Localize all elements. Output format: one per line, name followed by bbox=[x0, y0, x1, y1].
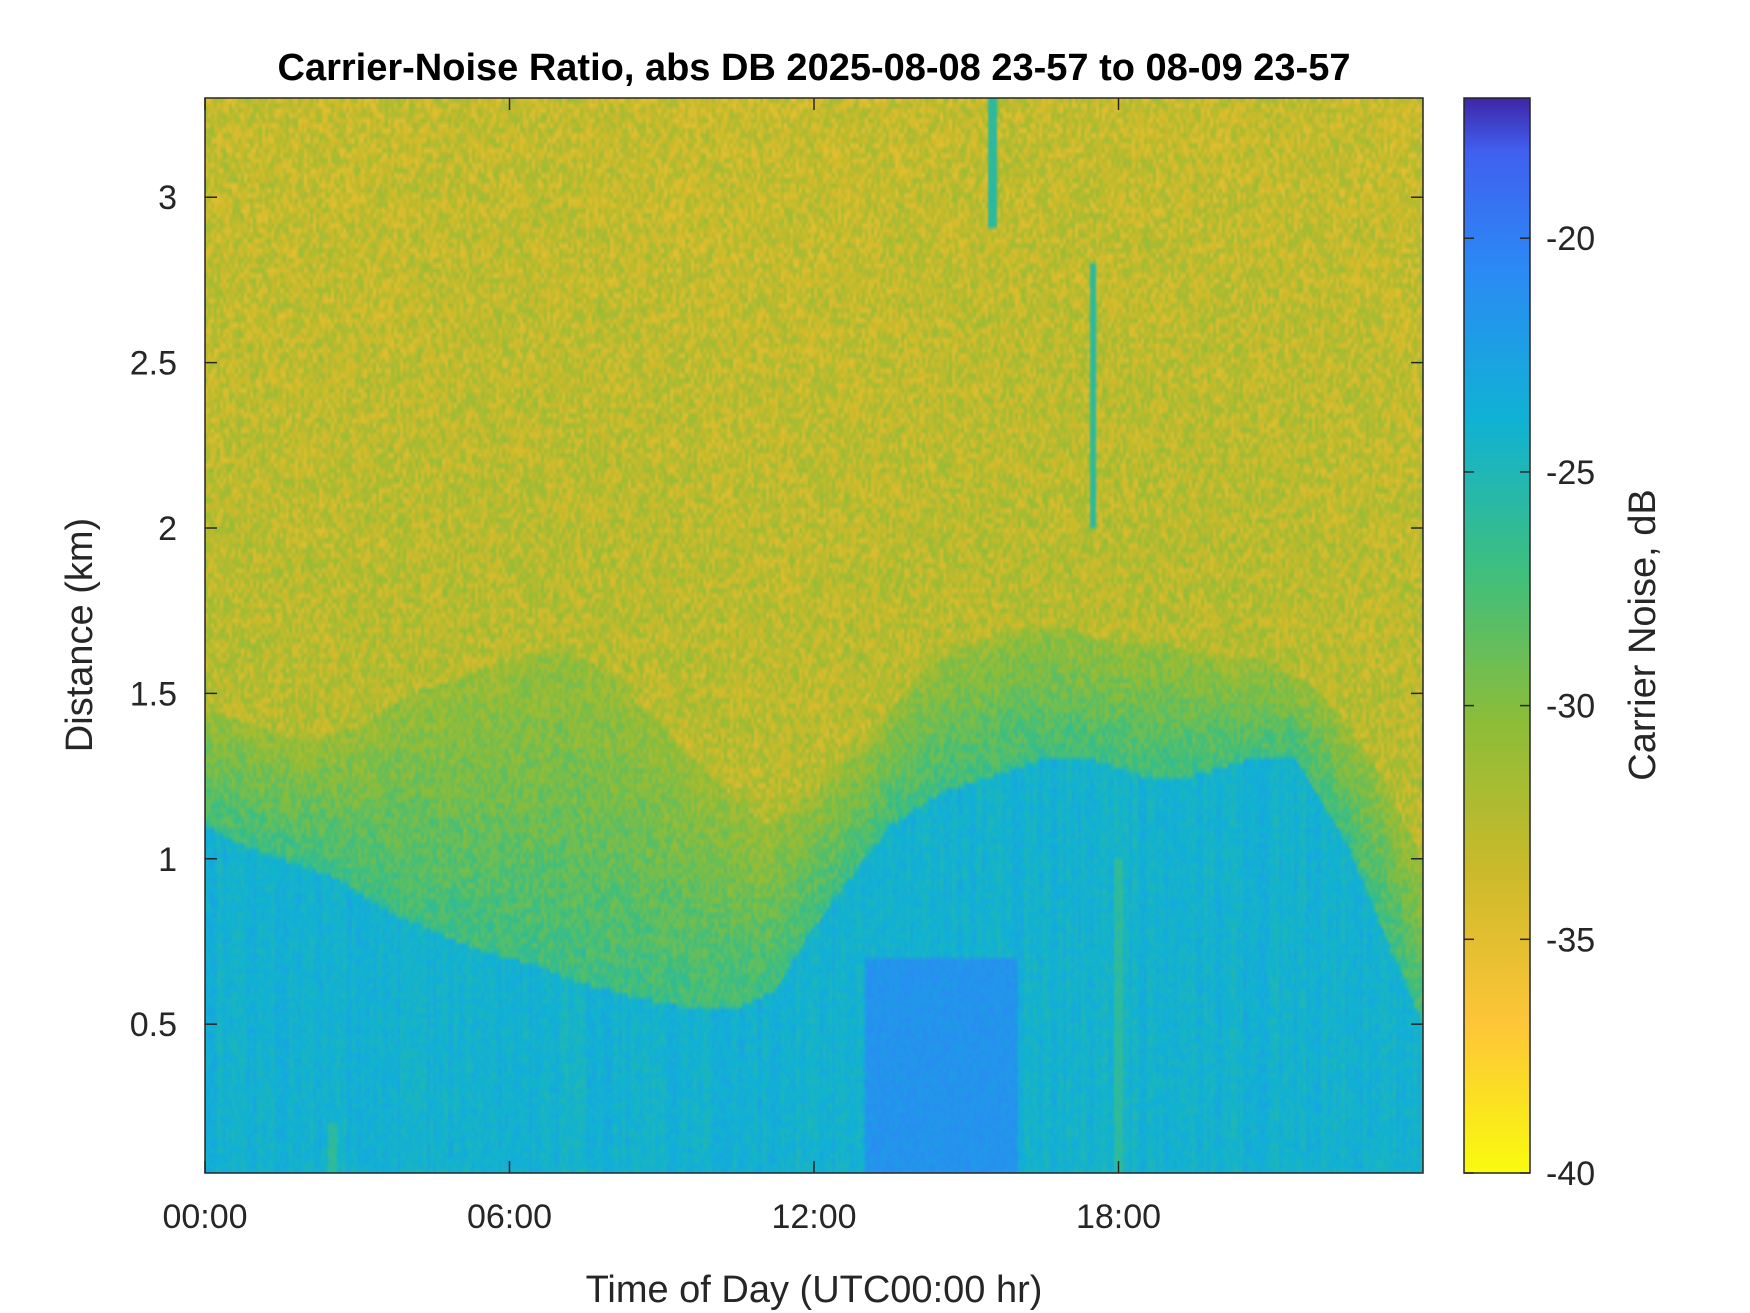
colorbar-tick-label: -40 bbox=[1546, 1155, 1595, 1193]
colorbar-tick-label: -25 bbox=[1546, 454, 1595, 492]
colorbar-tick-label: -20 bbox=[1546, 220, 1595, 258]
y-tick-label: 1.5 bbox=[130, 675, 177, 713]
colorbar-tick-label: -35 bbox=[1546, 921, 1595, 959]
x-axis-label: Time of Day (UTC00:00 hr) bbox=[586, 1269, 1043, 1311]
x-tick-label: 18:00 bbox=[1076, 1198, 1161, 1236]
y-axis: 0.5 1 1.5 2 2.5 3 bbox=[130, 179, 1423, 1044]
y-tick-label: 3 bbox=[158, 179, 177, 217]
colorbar-ticks: -20 -25 -30 -35 -40 bbox=[1464, 220, 1595, 1193]
x-axis: 00:00 06:00 12:00 18:00 bbox=[162, 98, 1161, 1236]
y-axis-label: Distance (km) bbox=[59, 518, 101, 752]
colorbar-tick-label: -30 bbox=[1546, 688, 1595, 726]
y-tick-label: 2.5 bbox=[130, 345, 177, 383]
y-tick-label: 0.5 bbox=[130, 1006, 177, 1044]
x-tick-label: 12:00 bbox=[771, 1198, 856, 1236]
colorbar-gradient bbox=[1463, 97, 1531, 1174]
chart-title: Carrier-Noise Ratio, abs DB 2025-08-08 2… bbox=[278, 47, 1351, 89]
y-tick-label: 2 bbox=[158, 510, 177, 548]
x-tick-label: 00:00 bbox=[162, 1198, 247, 1236]
heatmap-image bbox=[205, 98, 1423, 1173]
colorbar: -20 -25 -30 -35 -40 Carrier Noise, dB bbox=[1463, 97, 1664, 1193]
colorbar-label: Carrier Noise, dB bbox=[1622, 489, 1664, 780]
y-tick-label: 1 bbox=[158, 841, 177, 879]
heatmap-area bbox=[205, 98, 1423, 1173]
x-tick-label: 06:00 bbox=[467, 1198, 552, 1236]
